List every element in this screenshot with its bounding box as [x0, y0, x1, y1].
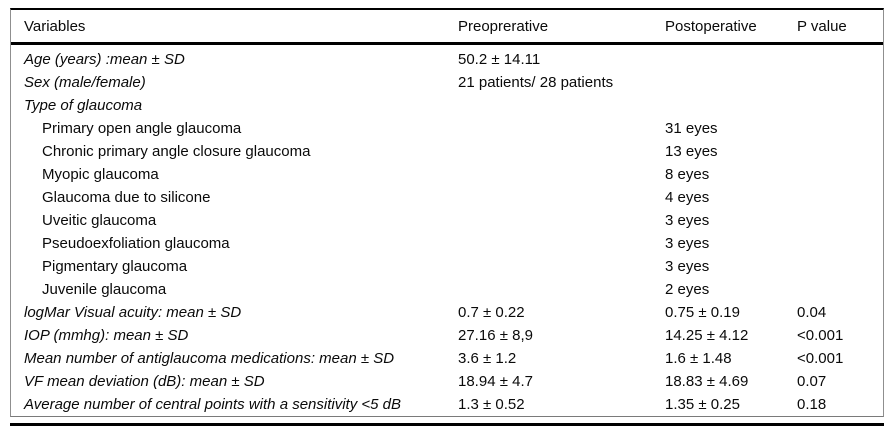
table-box: Variables Preoprerative Postoperative P …: [10, 8, 884, 417]
p-value-cell: 0.04: [797, 304, 827, 321]
postoperative-cell: 8 eyes: [665, 166, 710, 183]
postoperative-cell: [665, 71, 797, 94]
table-row: VF mean deviation (dB): mean ± SD 18.94 ±…: [11, 370, 883, 393]
table-row: Average number of central points with a …: [11, 393, 883, 416]
preoperative-cell: 27.16 ± 8,9: [458, 327, 533, 344]
table-row: Glaucoma due to silicone 4 eyes: [11, 186, 883, 209]
postoperative-cell: 3 eyes: [665, 235, 710, 252]
postoperative-cell: 31 eyes: [665, 120, 718, 137]
variable-cell: Mean number of antiglaucoma medications:…: [24, 350, 395, 367]
preoperative-cell: [458, 94, 665, 117]
variable-cell: VF mean deviation (dB): mean ± SD: [24, 373, 265, 390]
table-body: Age (years) :mean ± SD 50.2 ± 14.11 Sex (m…: [11, 44, 883, 417]
preoperative-cell: [458, 232, 665, 255]
table-bottom-rule: [10, 423, 884, 426]
preoperative-cell: [458, 140, 665, 163]
table: Variables Preoprerative Postoperative P …: [11, 10, 883, 416]
results-table: Variables Preoprerative Postoperative P …: [10, 8, 884, 426]
table-row: Sex (male/female) 21 patients/ 28 patient…: [11, 71, 883, 94]
p-value-cell: 0.18: [797, 396, 827, 413]
variable-cell: Glaucoma due to silicone: [42, 189, 211, 206]
p-value-cell: [797, 117, 883, 140]
table-row: Juvenile glaucoma 2 eyes: [11, 278, 883, 301]
table-row: Pigmentary glaucoma 3 eyes: [11, 255, 883, 278]
preoperative-cell: [458, 278, 665, 301]
postoperative-cell: 18.83 ± 4.69: [665, 373, 749, 390]
postoperative-cell: 4 eyes: [665, 189, 710, 206]
p-value-cell: [797, 209, 883, 232]
p-value-cell: [797, 255, 883, 278]
table-header-row: Variables Preoprerative Postoperative P …: [11, 10, 883, 45]
p-value-cell: 0.07: [797, 373, 827, 390]
p-value-cell: [797, 44, 883, 72]
p-value-cell: <0.001: [797, 327, 844, 344]
variable-cell: Type of glaucoma: [24, 97, 143, 114]
variable-cell: Primary open angle glaucoma: [42, 120, 242, 137]
postoperative-cell: 1.35 ± 0.25: [665, 396, 740, 413]
p-value-cell: [797, 163, 883, 186]
preoperative-cell: [458, 255, 665, 278]
p-value-cell: <0.001: [797, 350, 844, 367]
table-row: Uveitic glaucoma 3 eyes: [11, 209, 883, 232]
postoperative-cell: 13 eyes: [665, 143, 718, 160]
preoperative-cell: 1.3 ± 0.52: [458, 396, 525, 413]
postoperative-cell: 14.25 ± 4.12: [665, 327, 749, 344]
table-row: Myopic glaucoma 8 eyes: [11, 163, 883, 186]
postoperative-cell: 3 eyes: [665, 212, 710, 229]
column-header-p-value: P value: [797, 10, 883, 45]
preoperative-cell: 0.7 ± 0.22: [458, 304, 525, 321]
postoperative-cell: 3 eyes: [665, 258, 710, 275]
preoperative-cell: 3.6 ± 1.2: [458, 350, 517, 367]
postoperative-cell: [665, 94, 797, 117]
p-value-cell: [797, 232, 883, 255]
preoperative-cell: 50.2 ± 14.11: [458, 51, 541, 68]
postoperative-cell: 2 eyes: [665, 281, 710, 298]
table-row: Age (years) :mean ± SD 50.2 ± 14.11: [11, 44, 883, 72]
table-row: IOP (mmhg): mean ± SD 27.16 ± 8,9 14.25 ± …: [11, 324, 883, 347]
column-header-preoperative: Preoprerative: [458, 10, 665, 45]
table-row: Mean number of antiglaucoma medications:…: [11, 347, 883, 370]
column-header-variables: Variables: [11, 10, 458, 45]
table-row: Primary open angle glaucoma 31 eyes: [11, 117, 883, 140]
variable-cell: Uveitic glaucoma: [42, 212, 157, 229]
table-row: Chronic primary angle closure glaucoma 13…: [11, 140, 883, 163]
preoperative-cell: [458, 186, 665, 209]
p-value-cell: [797, 278, 883, 301]
postoperative-cell: 1.6 ± 1.48: [665, 350, 732, 367]
variable-cell: Juvenile glaucoma: [42, 281, 167, 298]
p-value-cell: [797, 140, 883, 163]
preoperative-cell: [458, 209, 665, 232]
table-row: Type of glaucoma: [11, 94, 883, 117]
variable-cell: IOP (mmhg): mean ± SD: [24, 327, 189, 344]
preoperative-cell: [458, 163, 665, 186]
variable-cell: Sex (male/female): [24, 74, 146, 91]
p-value-cell: [797, 186, 883, 209]
variable-cell: Pseudoexfoliation glaucoma: [42, 235, 230, 252]
variable-cell: Pigmentary glaucoma: [42, 258, 188, 275]
variable-cell: Chronic primary angle closure glaucoma: [42, 143, 311, 160]
table-row: logMar Visual acuity: mean ± SD 0.7 ± 0.2…: [11, 301, 883, 324]
table-row: Pseudoexfoliation glaucoma 3 eyes: [11, 232, 883, 255]
variable-cell: Age (years) :mean ± SD: [24, 51, 185, 68]
preoperative-cell: [458, 117, 665, 140]
preoperative-cell: 18.94 ± 4.7: [458, 373, 533, 390]
postoperative-cell: 0.75 ± 0.19: [665, 304, 740, 321]
variable-cell: logMar Visual acuity: mean ± SD: [24, 304, 242, 321]
p-value-cell: [797, 71, 883, 94]
preoperative-cell: 21 patients/ 28 patients: [458, 74, 614, 91]
p-value-cell: [797, 94, 883, 117]
postoperative-cell: [665, 44, 797, 72]
variable-cell: Myopic glaucoma: [42, 166, 159, 183]
column-header-postoperative: Postoperative: [665, 10, 797, 45]
variable-cell: Average number of central points with a …: [24, 396, 402, 413]
